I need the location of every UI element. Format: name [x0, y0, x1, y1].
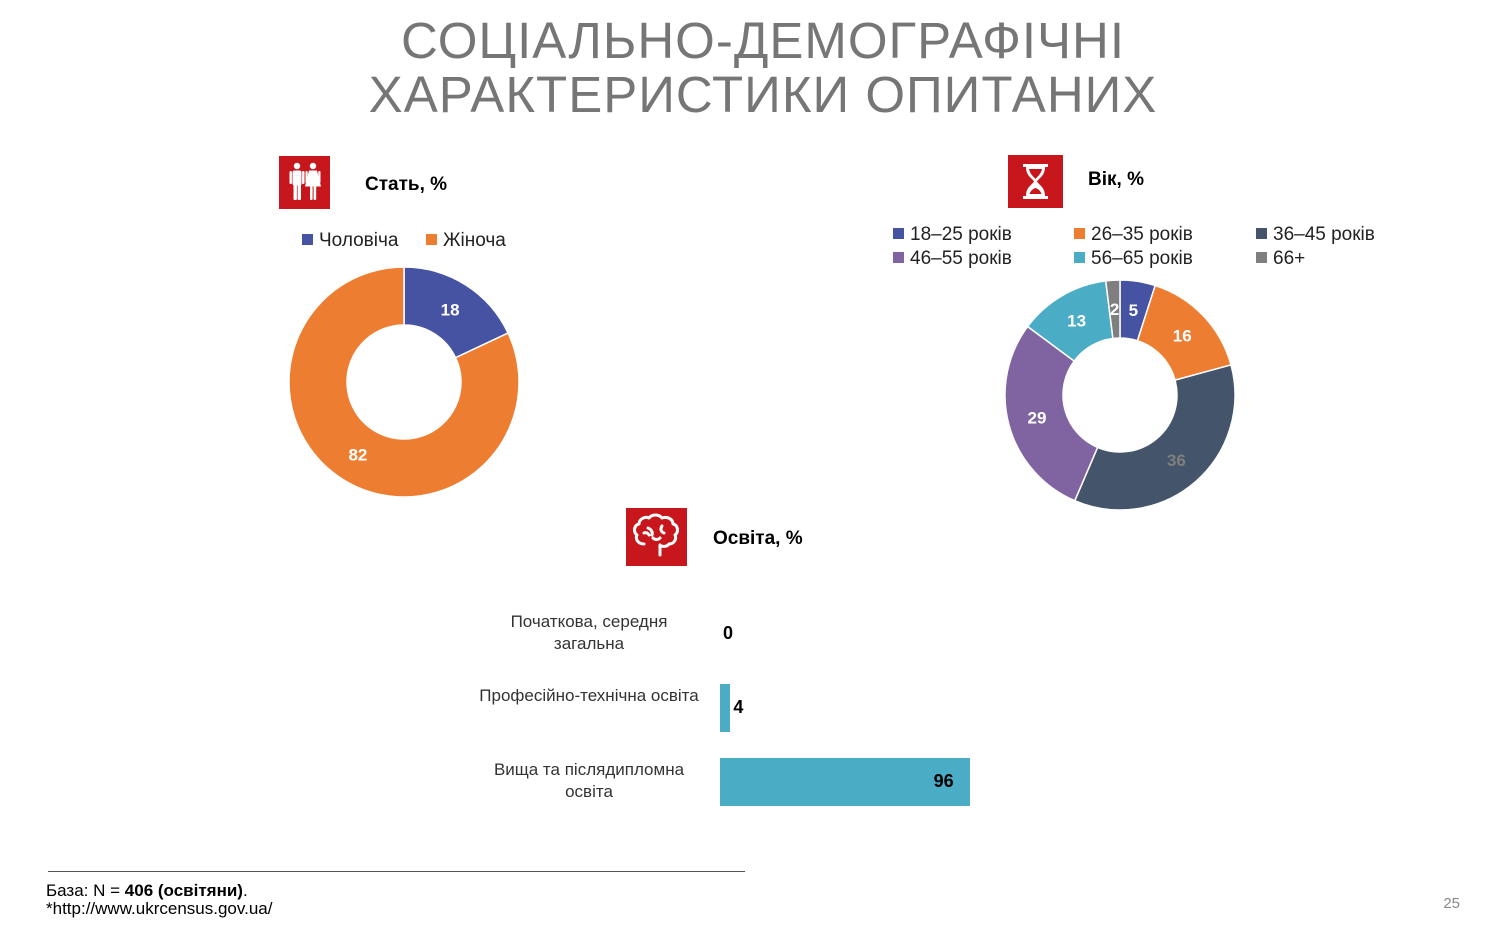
age-legend-label-4: 46–55 років — [910, 248, 1012, 269]
gender-legend-label-2: Жіноча — [443, 230, 506, 251]
footer-divider — [48, 871, 745, 872]
age-legend-item-6: 66+ — [1256, 248, 1305, 270]
education-bar-3 — [720, 758, 970, 806]
gender-data-label-2: 82 — [348, 446, 367, 465]
education-data-label-1: 0 — [723, 623, 734, 643]
age-legend-swatch-5 — [1074, 252, 1085, 263]
footer-base-suffix: . — [242, 881, 248, 900]
age-legend-swatch-1 — [893, 228, 904, 239]
age-legend-label-2: 26–35 років — [1091, 224, 1193, 245]
gender-legend-label-1: Чоловіча — [319, 230, 399, 251]
age-slice-3 — [1073, 364, 1236, 511]
footer-base-bold: 406 (освітяни) — [124, 881, 243, 900]
age-legend-swatch-2 — [1074, 228, 1085, 239]
gender-slice-2 — [288, 266, 520, 498]
page-number: 25 — [1443, 895, 1460, 912]
age-data-label-1: 5 — [1129, 301, 1138, 320]
age-data-label-4: 29 — [1028, 408, 1047, 427]
age-data-label-6: 2 — [1110, 300, 1119, 319]
age-legend-label-1: 18–25 років — [910, 224, 1012, 245]
age-legend-swatch-4 — [893, 252, 904, 263]
brain-icon — [626, 508, 687, 566]
age-donut-chart: 5 16 36 29 13 2 — [1004, 279, 1236, 511]
footer-base: База: N = 406 (освітяни). — [46, 881, 248, 901]
age-legend-item-3: 36–45 років — [1256, 224, 1375, 246]
age-legend-label-5: 56–65 років — [1091, 248, 1193, 269]
hourglass-icon — [1008, 155, 1063, 208]
page-title: СОЦІАЛЬНО-ДЕМОГРАФІЧНІ ХАРАКТЕРИСТИКИ ОП… — [0, 14, 1500, 122]
age-data-label-3: 36 — [1167, 451, 1186, 470]
age-data-label-5: 13 — [1067, 312, 1086, 331]
education-section-label: Освіта, % — [713, 528, 803, 549]
gender-legend: Чоловіча Жіноча — [302, 230, 602, 254]
gender-data-label-1: 18 — [441, 300, 460, 319]
gender-legend-swatch-1 — [302, 234, 313, 245]
education-bar-2 — [720, 684, 731, 732]
gender-legend-item-1: Чоловіча — [302, 230, 398, 252]
age-slice-6 — [1104, 279, 1121, 340]
gender-legend-item-2: Жіноча — [426, 230, 506, 252]
age-legend-item-4: 46–55 років — [893, 248, 1012, 270]
age-legend-label-6: 66+ — [1273, 248, 1306, 269]
age-legend-label-3: 36–45 років — [1273, 224, 1375, 245]
age-legend-item-2: 26–35 років — [1074, 224, 1193, 246]
age-section-label: Вік, % — [1088, 169, 1144, 190]
footer-base-prefix: База: N = — [46, 881, 125, 900]
age-legend: 18–25 років 26–35 років 36–45 років 46–55 р… — [893, 224, 1453, 276]
age-slice-4 — [1004, 325, 1099, 502]
education-category-label-1: Початкова, середня загальна — [510, 612, 668, 653]
education-category-label-2: Професійно-технічна освіта — [479, 686, 699, 705]
age-legend-item-1: 18–25 років — [893, 224, 1012, 246]
education-data-label-2: 4 — [733, 697, 744, 717]
gender-legend-swatch-2 — [426, 234, 437, 245]
footer-source: *http://www.ukrcensus.gov.ua/ — [46, 899, 273, 918]
man-woman-icon — [279, 156, 330, 209]
age-legend-swatch-6 — [1256, 252, 1267, 263]
age-legend-item-5: 56–65 років — [1074, 248, 1193, 270]
age-data-label-2: 16 — [1173, 327, 1192, 346]
education-category-label-3: Вища та післядипломна освіта — [493, 760, 685, 801]
education-data-label-3: 96 — [933, 771, 954, 791]
age-legend-swatch-3 — [1256, 228, 1267, 239]
gender-section-label: Стать, % — [365, 174, 448, 195]
title-line-2: ХАРАКТЕРИСТИКИ ОПИТАНИХ — [368, 66, 1158, 123]
title-line-1: СОЦІАЛЬНО-ДЕМОГРАФІЧНІ — [400, 12, 1126, 69]
